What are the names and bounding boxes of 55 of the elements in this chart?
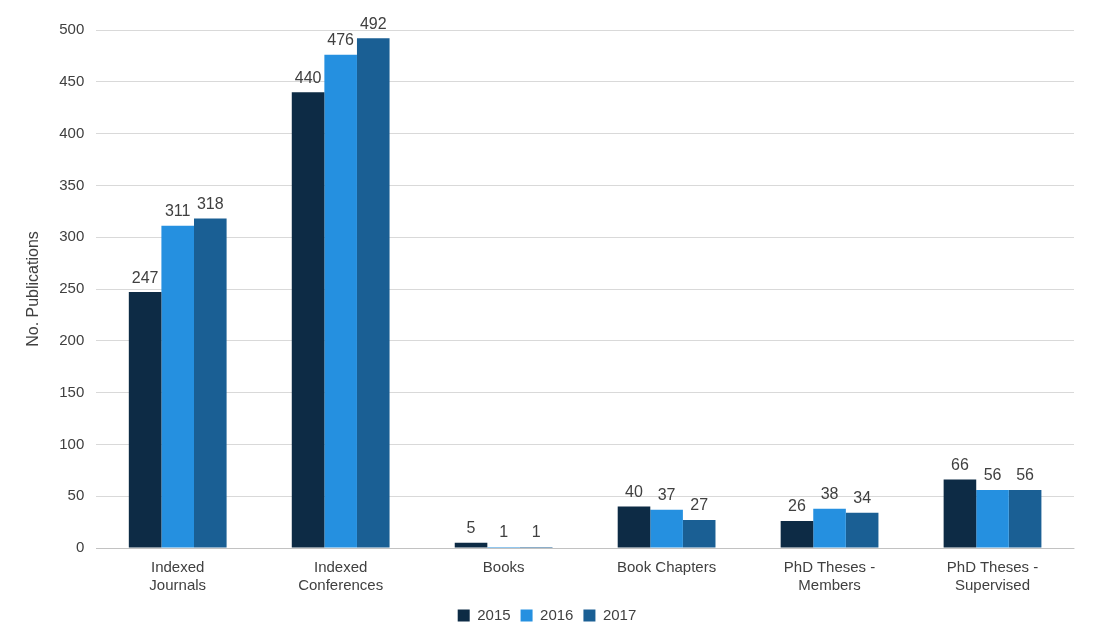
legend-label: 2015	[477, 605, 511, 623]
data-label: 1	[531, 523, 541, 541]
bar	[617, 506, 651, 548]
data-label: 476	[327, 31, 355, 49]
bar	[194, 218, 227, 548]
bar	[128, 292, 162, 548]
x-tick-label: Indexed Journals	[149, 558, 207, 594]
data-label: 56	[983, 466, 1002, 484]
data-label: 440	[294, 68, 322, 86]
bar	[650, 509, 683, 548]
x-tick-label: Books	[482, 558, 525, 576]
y-tick-label: 300	[59, 227, 85, 245]
data-label: 34	[853, 489, 872, 507]
bar	[324, 54, 357, 548]
bar	[356, 38, 390, 548]
data-label: 37	[657, 486, 676, 504]
y-tick-label: 50	[67, 486, 85, 504]
bar	[780, 521, 814, 548]
bar	[454, 542, 488, 548]
data-label: 66	[951, 456, 969, 474]
x-tick-label: PhD Theses - Supervised	[946, 558, 1039, 594]
data-label: 40	[625, 482, 643, 500]
y-tick-label: 500	[59, 20, 85, 38]
data-label: 311	[164, 202, 191, 220]
data-label: 492	[359, 14, 387, 32]
y-tick-label: 0	[75, 538, 85, 556]
data-label: 56	[1016, 466, 1035, 484]
legend-label: 2016	[540, 605, 574, 623]
x-tick-label: Book Chapters	[616, 558, 717, 576]
bar	[943, 479, 977, 548]
bar	[291, 92, 325, 548]
y-tick-label: 100	[59, 434, 85, 452]
data-label: 26	[788, 497, 806, 515]
x-tick-label: PhD Theses - Members	[783, 558, 876, 594]
data-label: 247	[131, 268, 159, 286]
y-tick-label: 250	[59, 279, 85, 297]
y-tick-label: 350	[59, 175, 85, 193]
y-tick-label: 450	[59, 71, 85, 89]
x-tick-label: Indexed Conferences	[298, 558, 384, 594]
y-tick-label: 200	[59, 330, 85, 348]
bar	[813, 508, 846, 548]
y-tick-label: 150	[59, 382, 85, 400]
y-tick-label: 400	[59, 123, 85, 141]
data-label: 27	[690, 496, 709, 514]
legend-label: 2017	[602, 605, 637, 623]
y-axis-title: No. Publications	[24, 231, 42, 347]
data-label: 5	[466, 519, 476, 537]
bar	[161, 225, 194, 548]
data-label: 1	[499, 523, 509, 541]
bar	[845, 512, 879, 548]
data-label: 318	[196, 194, 224, 212]
bar	[1008, 489, 1042, 548]
bar	[976, 489, 1009, 548]
data-label: 38	[820, 485, 839, 503]
bar	[682, 520, 716, 548]
